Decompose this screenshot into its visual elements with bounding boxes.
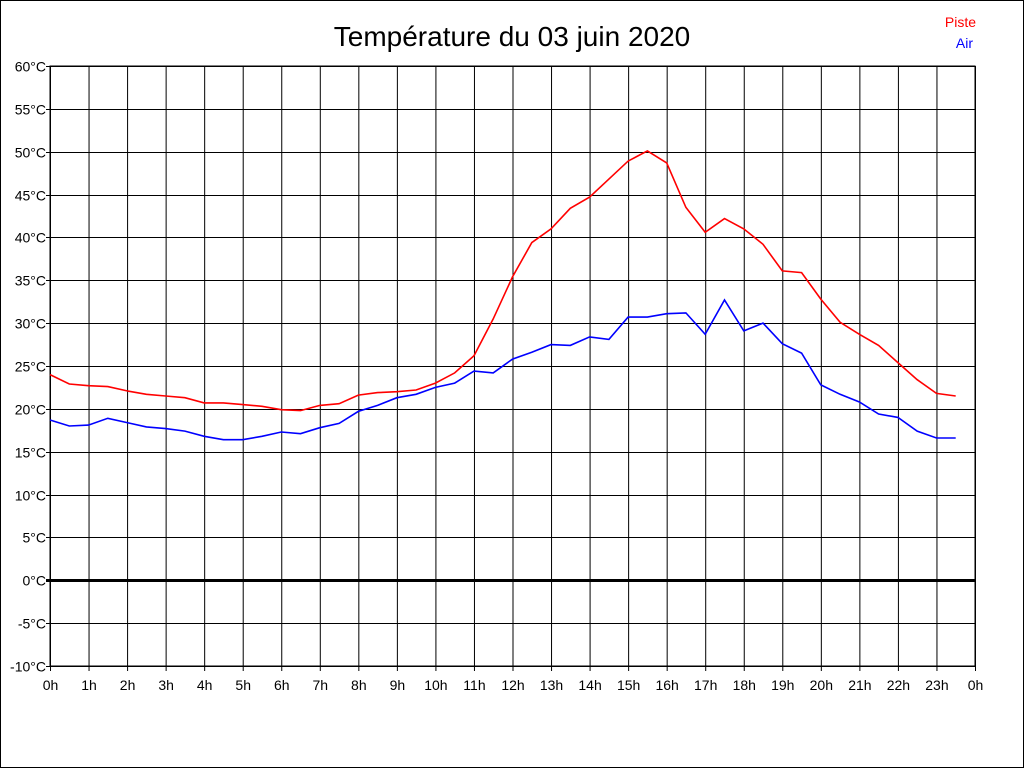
x-tick-label: 7h [313, 677, 329, 693]
x-tick-label: 0h [968, 677, 984, 693]
y-tick-label: 40°C [15, 230, 46, 246]
y-tick-label: -5°C [18, 616, 46, 632]
x-tick-label: 22h [887, 677, 910, 693]
y-tick-label: 60°C [15, 59, 46, 75]
x-tick-label: 12h [501, 677, 524, 693]
legend-air: Air [956, 35, 973, 51]
y-tick-label: 55°C [15, 102, 46, 118]
x-tick-label: 8h [351, 677, 367, 693]
chart-title: Température du 03 juin 2020 [334, 21, 690, 52]
x-tick-label: 19h [771, 677, 794, 693]
x-tick-label: 20h [810, 677, 833, 693]
x-tick-label: 11h [463, 677, 485, 693]
x-tick-label: 6h [274, 677, 290, 693]
y-tick-label: 50°C [15, 145, 46, 161]
x-tick-label: 23h [925, 677, 948, 693]
x-tick-label: 10h [424, 677, 447, 693]
y-tick-label: 10°C [15, 488, 46, 504]
y-tick-label: 45°C [15, 188, 46, 204]
x-tick-label: 17h [694, 677, 717, 693]
x-tick-label: 0h [43, 677, 59, 693]
y-tick-label: 0°C [23, 573, 47, 589]
x-tick-label: 4h [197, 677, 213, 693]
y-tick-label: 35°C [15, 273, 46, 289]
y-tick-label: -10°C [10, 659, 46, 675]
series-line-piste [49, 149, 956, 412]
y-tick-label: 25°C [15, 359, 46, 375]
x-tick-label: 9h [390, 677, 406, 693]
y-tick-label: 20°C [15, 402, 46, 418]
x-tick-label: 13h [540, 677, 563, 693]
y-tick-label: 15°C [15, 445, 46, 461]
x-tick-label: 1h [81, 677, 97, 693]
y-tick-label: 30°C [15, 316, 46, 332]
x-tick-label: 21h [848, 677, 871, 693]
x-tick-label: 3h [158, 677, 174, 693]
x-tick-label: 18h [733, 677, 756, 693]
x-tick-label: 16h [655, 677, 678, 693]
x-tick-label: 2h [120, 677, 136, 693]
series-line-air [49, 298, 956, 441]
y-tick-label: 5°C [23, 530, 47, 546]
x-tick-label: 14h [578, 677, 601, 693]
x-tick-label: 5h [235, 677, 251, 693]
x-tick-label: 15h [617, 677, 640, 693]
legend-piste: Piste [945, 14, 976, 30]
